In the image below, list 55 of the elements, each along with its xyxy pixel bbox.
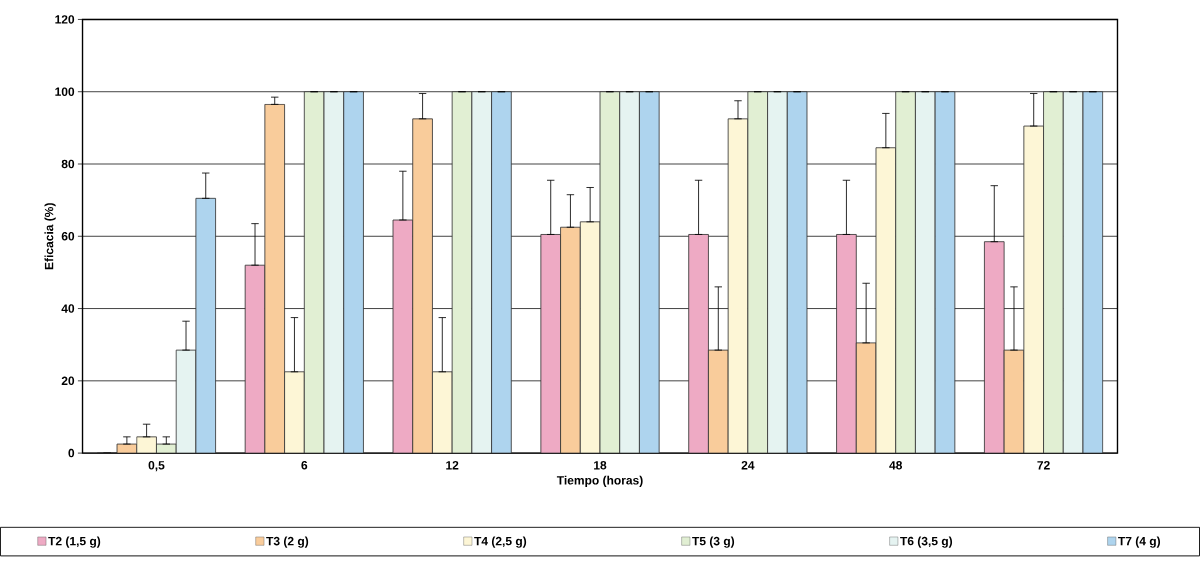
y-tick-label: 0 [68,448,75,458]
bar [1062,91,1084,454]
bar [1003,349,1025,454]
bar [343,91,364,454]
legend-label: T3 (2 g) [266,536,309,548]
bar [708,350,729,454]
bar [432,371,453,454]
bar [412,118,433,454]
bar [136,436,157,454]
x-tick-label: 72 [1037,460,1050,470]
bar [471,91,492,454]
bar [836,234,857,454]
x-tick-label: 12 [446,460,459,470]
bar [245,265,265,454]
bar [324,91,344,454]
bar [639,91,660,454]
legend-label: T4 (2,5 g) [474,536,527,548]
y-axis-title: Eficacia (%) [44,203,56,270]
y-tick-label: 80 [61,159,75,169]
bar [935,91,955,454]
bar [984,241,1005,454]
bar [767,91,788,454]
bar [688,234,709,454]
bar [915,91,936,454]
bar [284,371,305,454]
y-tick-label: 60 [61,231,75,241]
x-tick-label: 6 [301,460,308,470]
bar [728,118,748,454]
legend-label: T5 (3 g) [692,536,735,548]
bar [787,91,807,454]
x-tick-label: 48 [889,460,903,470]
bar [560,227,581,454]
x-tick-label: 24 [741,460,755,470]
legend-label: T6 (3,5 g) [900,536,953,548]
y-tick-label: 100 [55,87,75,96]
bar [1023,125,1044,454]
y-tick-label: 120 [55,15,75,24]
bar [856,342,876,454]
bar [875,147,896,454]
bar [1082,91,1104,454]
legend-label: T7 (4 g) [1118,536,1161,548]
bar [619,91,640,454]
x-tick-label: 0,5 [148,460,165,472]
bar [393,219,413,454]
bar [176,350,196,454]
bar [264,104,285,454]
bar [540,234,561,454]
x-axis-title: Tiempo (horas) [556,475,643,487]
bar [491,91,512,454]
y-tick-label: 20 [61,376,75,385]
x-tick-label: 18 [594,460,607,470]
y-tick-label: 40 [61,304,75,313]
legend-label: T2 (1,5 g) [48,536,101,548]
bar [580,221,601,454]
bar [195,198,216,454]
